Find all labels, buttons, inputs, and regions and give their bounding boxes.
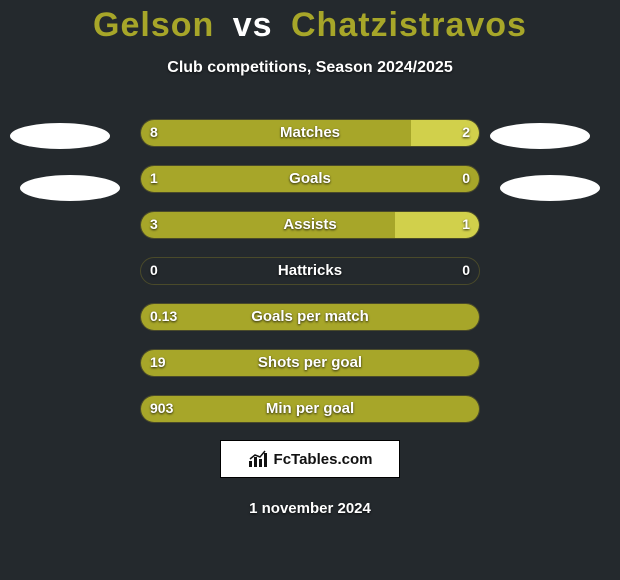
stat-value-right: 2 [462, 124, 470, 140]
team-badge-placeholder [490, 123, 590, 149]
stat-value-right: 1 [462, 216, 470, 232]
chart-icon [248, 450, 268, 468]
comparison-title: Gelson vs Chatzistravos [0, 0, 620, 45]
bar-track [140, 119, 480, 147]
stat-value-left: 3 [150, 216, 158, 232]
date-text: 1 november 2024 [0, 500, 620, 517]
stat-value-left: 0 [150, 262, 158, 278]
stat-value-left: 0.13 [150, 308, 177, 324]
logo-text: FcTables.com [274, 451, 373, 468]
fctables-logo[interactable]: FcTables.com [220, 440, 400, 478]
stat-value-right: 0 [462, 170, 470, 186]
bar-track [140, 257, 480, 285]
team-badge-placeholder [10, 123, 110, 149]
bar-left [141, 304, 479, 330]
bar-track [140, 349, 480, 377]
stat-value-left: 8 [150, 124, 158, 140]
stat-value-left: 19 [150, 354, 166, 370]
stat-row: 903Min per goal [0, 386, 620, 432]
bar-left [141, 166, 479, 192]
bar-left [141, 350, 479, 376]
stats-chart: 82Matches10Goals31Assists00Hattricks0.13… [0, 110, 620, 432]
bar-left [141, 120, 411, 146]
bar-track [140, 211, 480, 239]
bar-left [141, 212, 395, 238]
player2-name: Chatzistravos [291, 6, 527, 44]
bar-track [140, 165, 480, 193]
stat-row: 19Shots per goal [0, 340, 620, 386]
bar-track [140, 303, 480, 331]
subtitle: Club competitions, Season 2024/2025 [0, 59, 620, 77]
team-badge-placeholder [20, 175, 120, 201]
player1-name: Gelson [93, 6, 214, 44]
vs-text: vs [233, 6, 273, 44]
stat-row: 0.13Goals per match [0, 294, 620, 340]
bar-left [141, 396, 479, 422]
stat-row: 00Hattricks [0, 248, 620, 294]
bar-track [140, 395, 480, 423]
stat-value-left: 903 [150, 400, 173, 416]
stat-value-right: 0 [462, 262, 470, 278]
stat-row: 31Assists [0, 202, 620, 248]
stat-value-left: 1 [150, 170, 158, 186]
team-badge-placeholder [500, 175, 600, 201]
